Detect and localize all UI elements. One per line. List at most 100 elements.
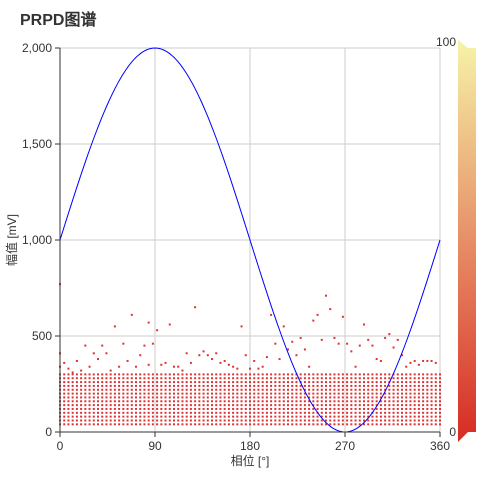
scatter-point-532	[219, 423, 222, 426]
scatter-point-352	[164, 415, 167, 418]
scatter-point-505	[211, 419, 213, 422]
scatter-point-991	[354, 381, 357, 384]
scatter-point-861	[316, 396, 319, 399]
scatter-point-303	[147, 388, 150, 391]
scatter-point-257	[135, 404, 137, 407]
scatter-point-137	[97, 381, 99, 384]
scatter-point-1157	[405, 388, 408, 391]
scatter-point-692	[265, 400, 268, 403]
scatter-point-1288	[109, 369, 112, 372]
scatter-point-201	[118, 404, 121, 407]
scatter-point-557	[223, 381, 226, 384]
scatter-point-184	[113, 415, 116, 418]
scatter-point-1142	[401, 392, 403, 395]
scatter-point-371	[168, 396, 171, 399]
scatter-point-704	[270, 407, 273, 410]
scatter-point-256	[135, 407, 137, 410]
scatter-point-594	[236, 400, 239, 403]
scatter-point-1305	[177, 365, 180, 368]
scatter-point-343	[160, 396, 163, 399]
scatter-point-458	[194, 384, 197, 387]
scatter-point-1077	[379, 373, 382, 376]
scatter-point-1310	[198, 354, 201, 357]
scatter-point-663	[257, 404, 260, 407]
scatter-point-1334	[299, 336, 302, 339]
color-scale-handle-min[interactable]	[458, 432, 468, 442]
scatter-point-171	[109, 411, 112, 414]
scatter-point-618	[244, 415, 247, 418]
scatter-point-798	[299, 423, 302, 426]
scatter-point-1217	[422, 373, 425, 376]
scatter-point-805	[299, 396, 302, 399]
scatter-point-14	[63, 423, 66, 426]
scatter-point-36	[67, 392, 70, 395]
scatter-point-1126	[396, 400, 399, 403]
scatter-point-747	[282, 404, 285, 407]
scatter-point-1016	[363, 392, 365, 395]
scatter-point-597	[236, 388, 239, 391]
visual-map-color-scale[interactable]: 100 0	[436, 35, 476, 442]
scatter-point-179	[109, 381, 112, 384]
scatter-point-585	[232, 381, 235, 384]
scatter-point-258	[135, 400, 137, 403]
scatter-point-1348	[358, 344, 361, 347]
scatter-point-58	[75, 415, 78, 418]
scatter-point-691	[265, 404, 268, 407]
scatter-point-311	[151, 411, 154, 414]
scatter-point-1232	[430, 423, 433, 426]
scatter-point-584	[232, 384, 235, 387]
scatter-point-738	[278, 384, 281, 387]
scatter-point-931	[337, 396, 340, 399]
scatter-point-80	[80, 384, 83, 387]
scatter-point-196	[118, 423, 121, 426]
scatter-point-876	[320, 392, 323, 395]
scatter-point-209	[118, 373, 121, 376]
scatter-point-1231	[426, 373, 429, 376]
scatter-point-830	[308, 407, 311, 410]
scatter-point-1366	[434, 361, 437, 364]
scatter-point-1047	[371, 381, 374, 384]
scatter-point-228	[126, 407, 129, 410]
scatter-point-205	[118, 388, 121, 391]
scatter-point-903	[329, 396, 332, 399]
scatter-point-342	[160, 400, 163, 403]
scatter-point-1218	[426, 423, 429, 426]
scatter-point-159	[105, 404, 108, 407]
scatter-point-800	[299, 415, 302, 418]
scatter-point-267	[139, 419, 142, 422]
scatter-point-1353	[379, 359, 382, 362]
scatter-point-965	[346, 373, 349, 376]
scatter-point-537	[219, 404, 222, 407]
scatter-point-1337	[312, 319, 315, 322]
scatter-point-578	[232, 407, 235, 410]
scatter-point-1045	[371, 388, 374, 391]
scatter-point-1174	[409, 377, 412, 380]
scatter-point-356	[164, 400, 167, 403]
scatter-point-1289	[113, 325, 116, 328]
scatter-point-20	[63, 400, 66, 403]
scatter-point-1070	[379, 400, 382, 403]
scatter-point-851	[312, 381, 315, 384]
scatter-point-177	[109, 388, 112, 391]
scatter-point-28	[67, 423, 70, 426]
scatter-point-98	[88, 423, 91, 426]
scatter-point-1285	[97, 358, 99, 361]
scatter-point-156	[105, 415, 108, 418]
scatter-point-132	[97, 400, 99, 403]
scatter-point-1351	[371, 344, 374, 347]
scatter-point-602	[240, 423, 243, 426]
scatter-point-1328	[274, 342, 277, 345]
scatter-point-1013	[363, 404, 365, 407]
scatter-point-759	[287, 411, 289, 414]
scatter-point-1343	[337, 342, 340, 345]
scatter-point-1175	[409, 373, 412, 376]
scatter-point-785	[295, 419, 298, 422]
scatter-point-1135	[401, 419, 403, 422]
scatter-point-252	[135, 423, 137, 426]
scatter-point-1360	[409, 361, 412, 364]
color-scale-handle-max[interactable]	[458, 40, 468, 48]
scatter-point-615	[240, 373, 243, 376]
scatter-point-801	[299, 411, 302, 414]
scatter-point-832	[308, 400, 311, 403]
scatter-point-86	[84, 415, 87, 418]
